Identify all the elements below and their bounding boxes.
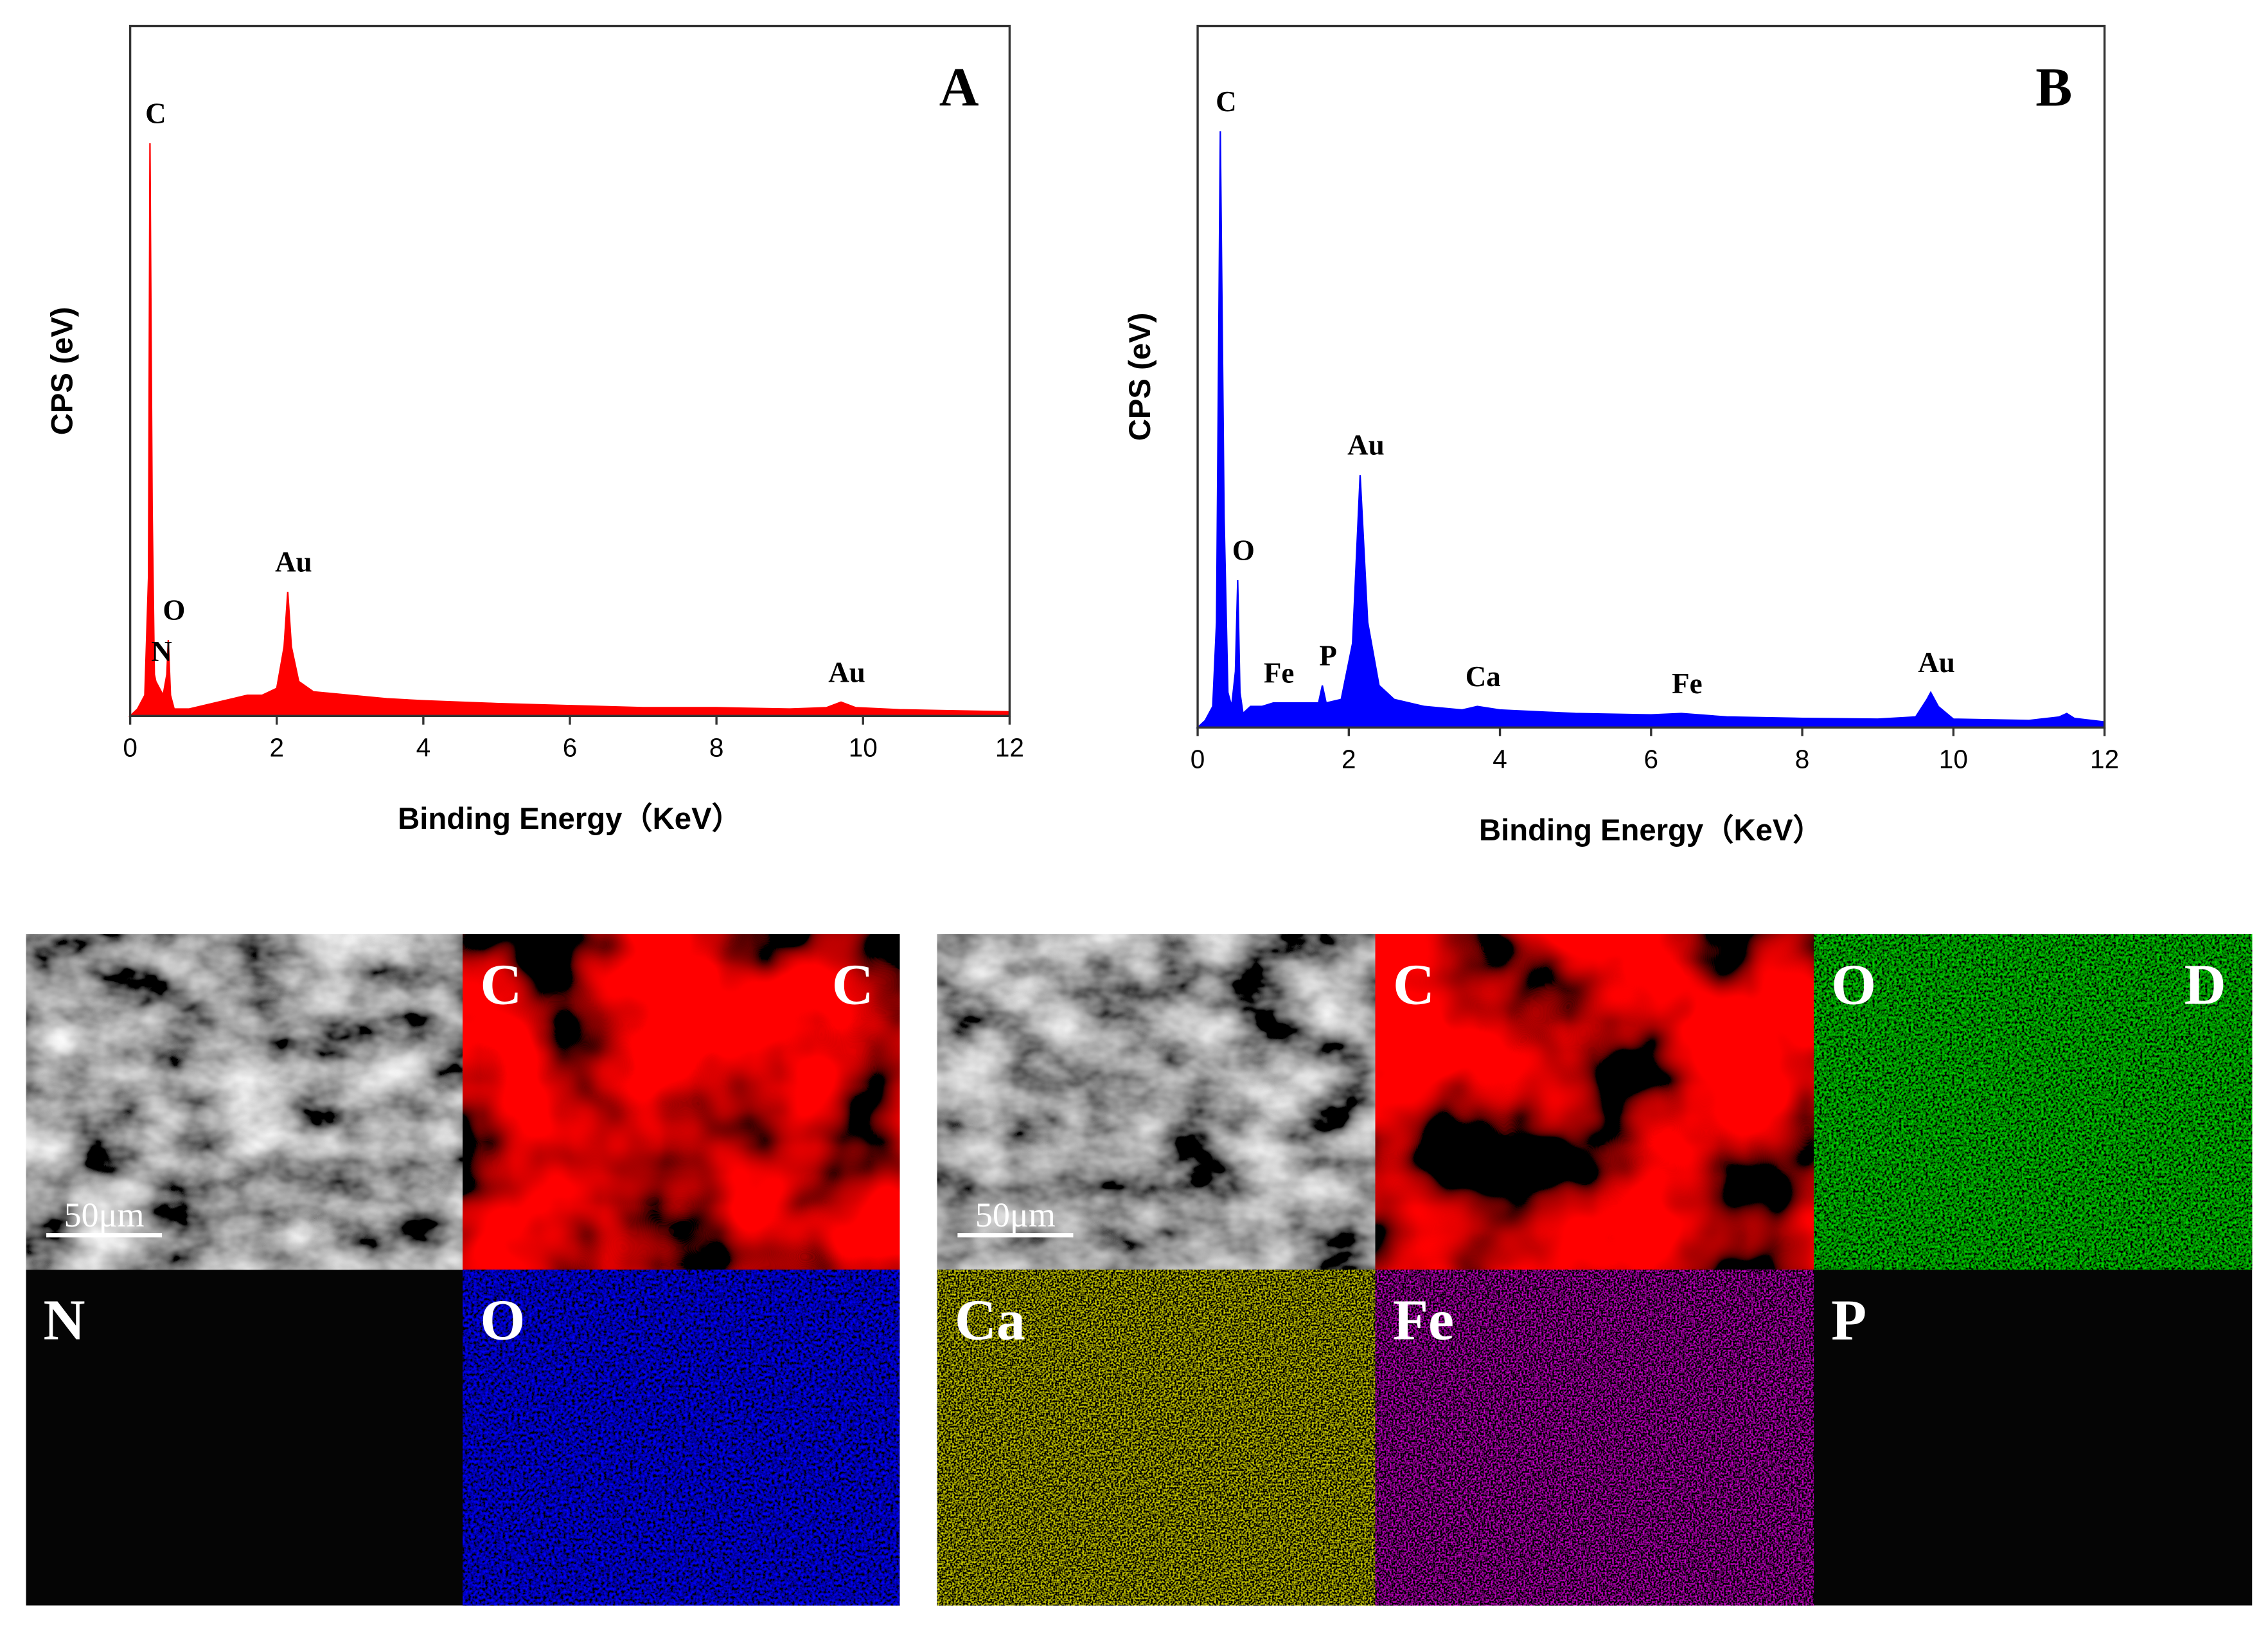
map-texture <box>463 1270 900 1606</box>
x-tick-label: 6 <box>1644 744 1659 774</box>
peak-label: Ca <box>1466 660 1501 693</box>
element-label: N <box>44 1289 85 1352</box>
element-label: O <box>480 1289 525 1352</box>
element-map <box>26 1270 463 1606</box>
plot-frame <box>1196 24 2106 729</box>
map-texture <box>463 934 900 1270</box>
peak-label: Au <box>828 656 865 688</box>
peak-label: Au <box>275 546 312 578</box>
y-axis-label: CPS (eV) <box>1123 313 1157 441</box>
element-label: Ca <box>955 1289 1025 1352</box>
map-texture <box>1814 934 2253 1270</box>
element-map <box>1814 1270 2253 1606</box>
spectrum <box>1196 131 2105 729</box>
peak-label: P <box>1319 639 1337 671</box>
peak-label: Au <box>1347 429 1385 461</box>
scale-bar-label: 50μm <box>975 1196 1056 1234</box>
x-tick-label: 12 <box>2090 744 2119 774</box>
x-tick-label: 10 <box>849 732 878 762</box>
element-label: C <box>1393 953 1435 1016</box>
peak-label: O <box>1232 535 1255 567</box>
x-tick-label: 12 <box>995 732 1024 762</box>
x-tick-label: 0 <box>123 732 137 762</box>
element-label: O <box>1831 953 1876 1016</box>
x-tick-label: 0 <box>1191 744 1205 774</box>
x-tick-label: 8 <box>1795 744 1810 774</box>
panel-letter: A <box>939 57 979 118</box>
x-axis-label: Binding Energy（KeV） <box>1479 813 1823 847</box>
map-texture <box>26 934 463 1270</box>
x-tick-label: 6 <box>563 732 578 762</box>
x-tick-label: 2 <box>1342 744 1356 774</box>
x-tick-label: 4 <box>1493 744 1507 774</box>
figure-label: C <box>832 953 874 1016</box>
scale-bar-label: 50μm <box>64 1196 145 1234</box>
figure-label: D <box>2184 953 2226 1016</box>
peak-label: N <box>151 635 172 668</box>
map-texture <box>937 1270 1376 1606</box>
peak-label: Fe <box>1672 668 1702 700</box>
peak-label: C <box>145 98 166 130</box>
x-tick-label: 4 <box>416 732 431 762</box>
x-axis-label: Binding Energy（KeV） <box>398 802 742 836</box>
map-texture <box>1375 934 1814 1270</box>
element-label: C <box>480 953 522 1016</box>
panel-letter: B <box>2035 57 2072 118</box>
spectrum <box>128 143 1011 717</box>
map-texture <box>1375 1270 1814 1606</box>
peak-label: Fe <box>1264 657 1294 689</box>
element-label: Fe <box>1393 1289 1454 1352</box>
x-tick-label: 8 <box>709 732 724 762</box>
map-texture <box>937 934 1376 1270</box>
peak-label: Au <box>1918 646 1955 678</box>
y-axis-label: CPS (eV) <box>46 307 80 436</box>
element-label: P <box>1831 1289 1866 1352</box>
peak-label: C <box>1216 85 1237 118</box>
peak-label: O <box>163 594 185 626</box>
x-tick-label: 2 <box>269 732 284 762</box>
x-tick-label: 10 <box>1939 744 1968 774</box>
